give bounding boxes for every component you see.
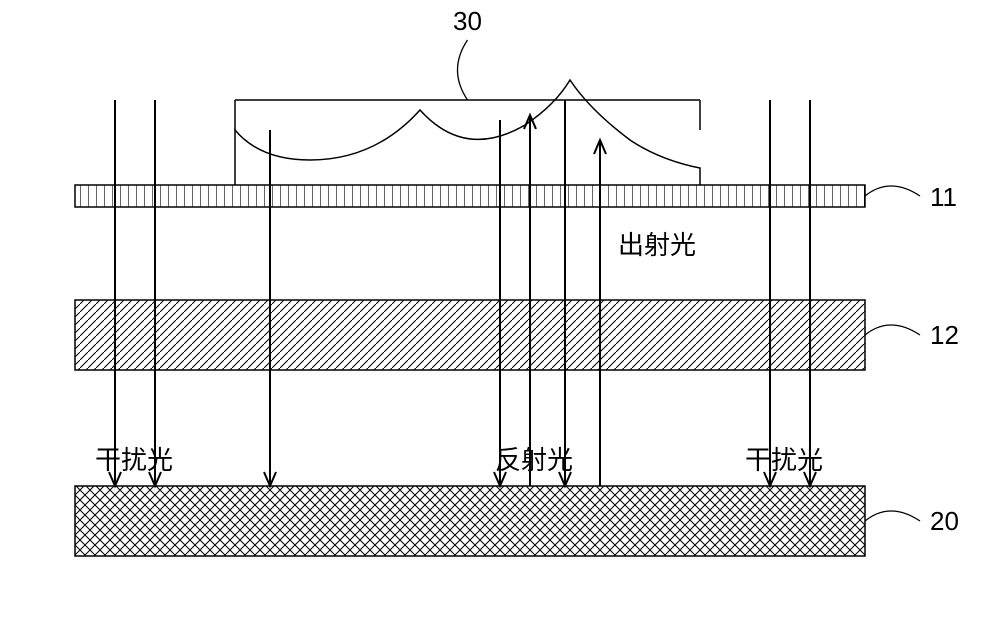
label-interference-left: 干扰光	[95, 440, 173, 477]
label-emitted-light: 出射光	[618, 225, 696, 262]
label-ref-20: 20	[930, 506, 959, 537]
label-ref-30: 30	[453, 6, 482, 37]
label-ref-12: 12	[930, 320, 959, 351]
diagram-canvas: 30 11 12 20 出射光 反射光 干扰光 干扰光	[0, 0, 1000, 638]
diagram-svg	[0, 0, 1000, 638]
label-ref-11: 11	[930, 182, 957, 213]
label-reflected-light: 反射光	[495, 440, 573, 477]
label-interference-right: 干扰光	[745, 440, 823, 477]
